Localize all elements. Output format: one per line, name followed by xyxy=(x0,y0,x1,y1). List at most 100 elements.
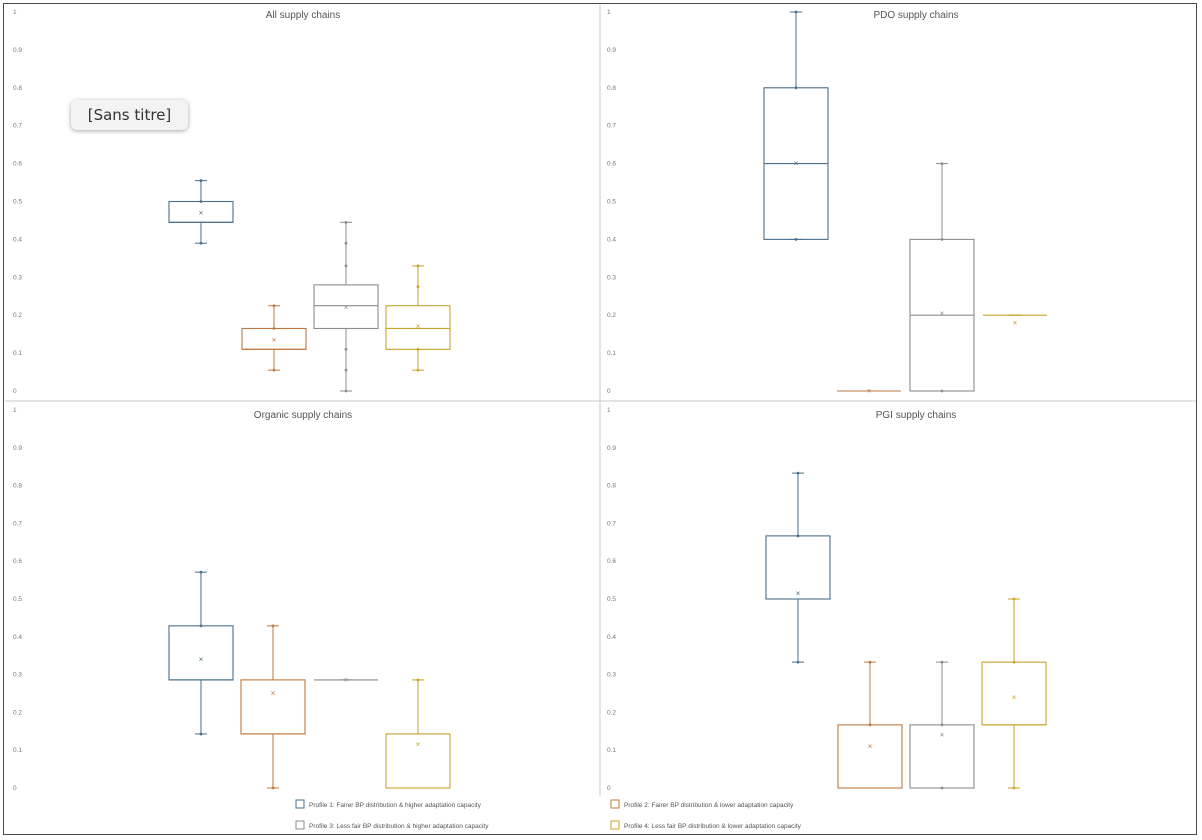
y-tick-label: 0.7 xyxy=(13,123,22,130)
box-iqr xyxy=(313,284,379,330)
y-tick-label: 0.6 xyxy=(607,161,616,168)
data-point xyxy=(199,570,203,574)
mean-marker: × xyxy=(416,740,421,749)
data-point xyxy=(1012,786,1016,790)
y-tick-label: 1 xyxy=(13,9,17,16)
y-tick-label: 0.2 xyxy=(13,709,22,716)
data-point xyxy=(940,162,944,166)
y-tick-label: 0.8 xyxy=(607,85,616,92)
data-point xyxy=(794,10,798,14)
mean-marker: × xyxy=(940,309,945,318)
y-tick-label: 0.4 xyxy=(13,634,22,641)
data-point xyxy=(416,347,420,351)
y-tick-label: 0.4 xyxy=(607,236,616,243)
data-point xyxy=(199,179,203,183)
legend-label: Profile 2: Fairer BP distribution & lowe… xyxy=(624,802,794,809)
y-tick-label: 0 xyxy=(607,388,611,395)
mean-marker: × xyxy=(1013,318,1018,327)
y-tick-label: 0.5 xyxy=(607,596,616,603)
y-tick-label: 0.2 xyxy=(607,312,616,319)
data-point xyxy=(1012,660,1016,664)
y-tick-label: 0.2 xyxy=(13,312,22,319)
data-point xyxy=(344,220,348,224)
legend-swatch xyxy=(295,820,305,830)
legend-item: Profile 3: Less fair BP distribution & h… xyxy=(295,820,489,830)
panel-title: All supply chains xyxy=(266,10,340,21)
box-plot: × xyxy=(909,660,975,790)
box-iqr xyxy=(240,679,306,735)
y-tick-label: 0.1 xyxy=(607,350,616,357)
box-plot: × xyxy=(983,314,1047,327)
chart-panel: PGI supply chains 0 0.1 0.2 0.3 0.4 0.5 0.6 0.7 0… xyxy=(607,407,1047,792)
data-point xyxy=(271,624,275,628)
legend-swatch xyxy=(610,799,620,809)
panel-title: PDO supply chains xyxy=(873,10,958,21)
y-tick-label: 0.5 xyxy=(13,596,22,603)
mean-marker: × xyxy=(1012,693,1017,702)
data-point xyxy=(416,285,420,289)
mean-marker: × xyxy=(796,589,801,598)
legend-item: Profile 4: Less fair BP distribution & l… xyxy=(610,820,802,830)
data-point xyxy=(199,241,203,245)
box-plot: × xyxy=(981,597,1047,790)
box-plot: × xyxy=(765,471,831,664)
box-plot: × xyxy=(240,624,306,790)
data-point xyxy=(416,264,420,268)
data-point xyxy=(868,660,872,664)
chart-panel: PDO supply chains 0 0.1 0.2 0.3 0.4 0.5 0.6 0.7 0… xyxy=(607,9,1047,396)
y-tick-label: 0.8 xyxy=(13,85,22,92)
box-plot: × xyxy=(837,387,901,396)
mean-marker: × xyxy=(344,303,349,312)
y-tick-label: 0 xyxy=(607,785,611,792)
y-tick-label: 0.7 xyxy=(13,520,22,527)
box-plot: × xyxy=(313,220,379,393)
y-tick-label: 0.8 xyxy=(607,483,616,490)
mean-marker: × xyxy=(272,335,277,344)
y-tick-label: 0.9 xyxy=(13,445,22,452)
data-point xyxy=(344,347,348,351)
box-plot: × xyxy=(385,264,451,372)
data-point xyxy=(272,327,276,330)
y-tick-label: 1 xyxy=(13,407,17,414)
untitled-label: [Sans titre] xyxy=(71,100,188,130)
mean-marker: × xyxy=(794,159,799,168)
legend-label: Profile 3: Less fair BP distribution & h… xyxy=(309,823,489,830)
data-point xyxy=(344,368,348,372)
box-plot: × xyxy=(241,304,307,372)
data-point xyxy=(868,723,872,727)
y-tick-label: 0.6 xyxy=(13,558,22,565)
y-tick-label: 0.5 xyxy=(13,199,22,206)
y-tick-label: 0.8 xyxy=(13,483,22,490)
box-iqr xyxy=(837,724,903,789)
y-tick-label: 0.6 xyxy=(607,558,616,565)
data-point xyxy=(344,264,348,268)
y-tick-label: 0.4 xyxy=(607,634,616,641)
legend-item: Profile 2: Fairer BP distribution & lowe… xyxy=(610,799,794,809)
data-point xyxy=(344,389,348,393)
y-tick-label: 0.4 xyxy=(13,236,22,243)
data-point xyxy=(199,624,203,628)
mean-marker: × xyxy=(271,689,276,698)
box-plot: × xyxy=(168,179,234,245)
box-plot: × xyxy=(909,162,975,393)
legend-swatch xyxy=(610,820,620,830)
legend-label: Profile 4: Less fair BP distribution & l… xyxy=(624,823,802,830)
y-tick-label: 0.6 xyxy=(13,161,22,168)
data-point xyxy=(940,660,944,664)
y-tick-label: 0.3 xyxy=(607,274,616,281)
y-tick-label: 0 xyxy=(13,785,17,792)
legend-item: Profile 1: Fairer BP distribution & high… xyxy=(295,799,482,809)
y-tick-label: 1 xyxy=(607,407,611,414)
data-point xyxy=(272,304,276,308)
data-point xyxy=(271,786,275,790)
data-point xyxy=(796,471,800,475)
y-tick-label: 0.7 xyxy=(607,123,616,130)
mean-marker: × xyxy=(940,731,945,740)
data-point xyxy=(199,732,203,736)
panel-title: Organic supply chains xyxy=(254,410,352,421)
y-tick-label: 0.1 xyxy=(607,747,616,754)
chart-panel: Organic supply chains 0 0.1 0.2 0.3 0.4 0.5 0.6… xyxy=(13,407,451,792)
data-point xyxy=(416,368,420,372)
mean-marker: × xyxy=(344,675,349,684)
